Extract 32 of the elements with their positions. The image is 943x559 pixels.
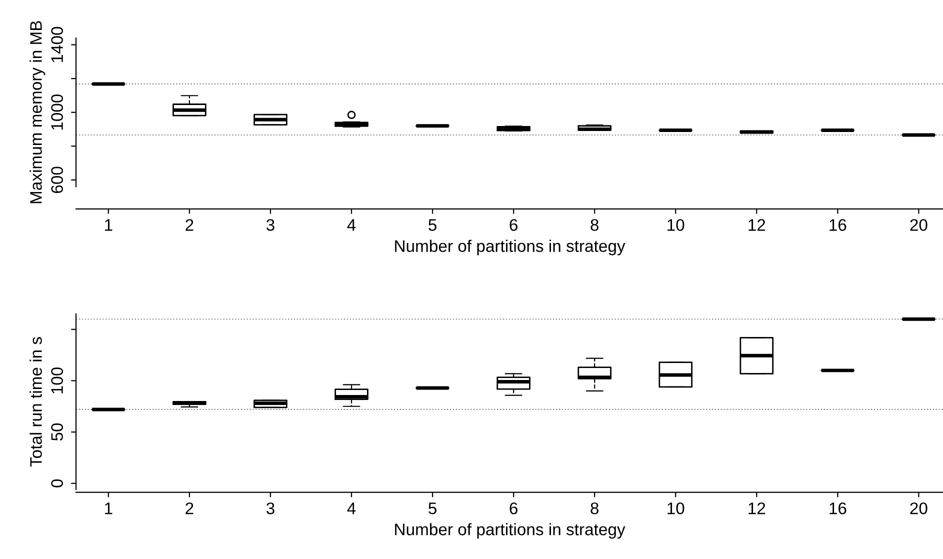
x-tick-label: 16 [830, 502, 846, 514]
y-tick-label: 600 [51, 166, 63, 194]
x-tick-label: 8 [590, 219, 598, 231]
x-tick-label: 5 [428, 219, 436, 231]
x-tick-label: 3 [266, 502, 274, 514]
x-tick-label: 20 [910, 502, 928, 514]
x-tick-label: 6 [510, 502, 518, 514]
x-tick-label: 12 [748, 502, 766, 514]
x-tick-label: 12 [748, 219, 766, 231]
x-tick-label: 20 [910, 219, 928, 231]
y-tick-label: 1400 [51, 26, 63, 62]
x-tick-label: 5 [428, 502, 436, 514]
x-axis-title: Number of partitions in strategy [395, 523, 626, 539]
x-tick-label: 4 [347, 502, 356, 514]
x-tick-label: 10 [668, 219, 684, 231]
x-tick-label: 6 [510, 219, 518, 231]
x-tick-label: 3 [266, 219, 274, 231]
x-tick-label: 1 [105, 219, 112, 231]
y-axis-title: Total run time in s [30, 337, 42, 467]
x-tick-label: 2 [186, 502, 194, 514]
x-tick-label: 10 [668, 502, 684, 514]
y-tick-label: 50 [51, 423, 63, 441]
x-tick-label: 2 [186, 219, 194, 231]
x-tick-label: 1 [105, 502, 112, 514]
x-tick-label: 4 [347, 219, 356, 231]
x-axis-title: Number of partitions in strategy [395, 240, 626, 256]
y-axis-title: Maximum memory in MB [30, 21, 46, 204]
y-tick-label: 0 [51, 479, 63, 488]
y-tick-label: 1000 [51, 94, 63, 130]
y-tick-label: 100 [51, 367, 63, 394]
x-tick-label: 8 [590, 502, 598, 514]
x-tick-label: 16 [830, 219, 846, 231]
